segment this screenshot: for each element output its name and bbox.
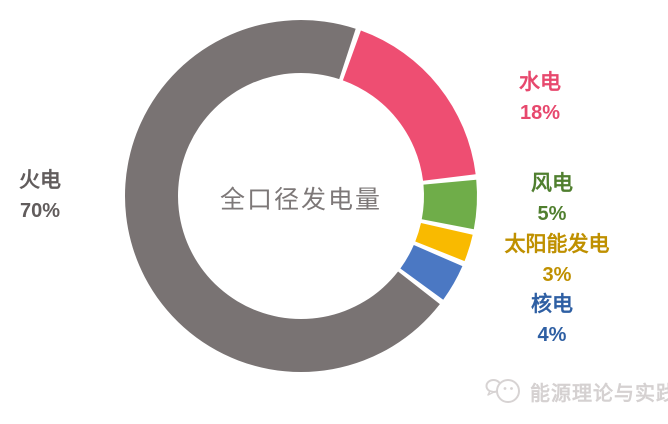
label-solar-name: 太阳能发电 [504, 233, 610, 256]
watermark: 能源理论与实践 [485, 376, 668, 406]
label-wind-name: 风电 [531, 172, 573, 195]
chat-doodle-logo-icon [485, 376, 523, 406]
donut-segment-thermal [124, 19, 440, 372]
label-nuclear-name: 核电 [531, 293, 573, 316]
label-nuclear: 核电 4% [492, 290, 612, 350]
label-thermal: 火电 70% [0, 166, 80, 226]
label-thermal-pct: 70% [19, 200, 61, 222]
label-solar-pct: 3% [542, 264, 572, 286]
label-nuclear-pct: 4% [537, 324, 567, 346]
label-solar: 太阳能发电 3% [492, 230, 622, 290]
watermark-text: 能源理论与实践 [530, 382, 668, 405]
label-wind-pct: 5% [537, 203, 567, 225]
label-wind: 风电 5% [492, 169, 612, 229]
donut-segment-solar [415, 223, 473, 262]
label-hydro-name: 水电 [519, 71, 561, 94]
label-hydro-pct: 18% [519, 102, 561, 124]
donut-segment-wind [421, 179, 478, 230]
label-hydro: 水电 18% [480, 68, 600, 128]
donut-segment-nuclear [400, 245, 463, 300]
label-thermal-name: 火电 [19, 169, 61, 192]
donut-segment-hydro [342, 30, 476, 181]
donut-center-label: 全口径发电量 [219, 187, 382, 214]
